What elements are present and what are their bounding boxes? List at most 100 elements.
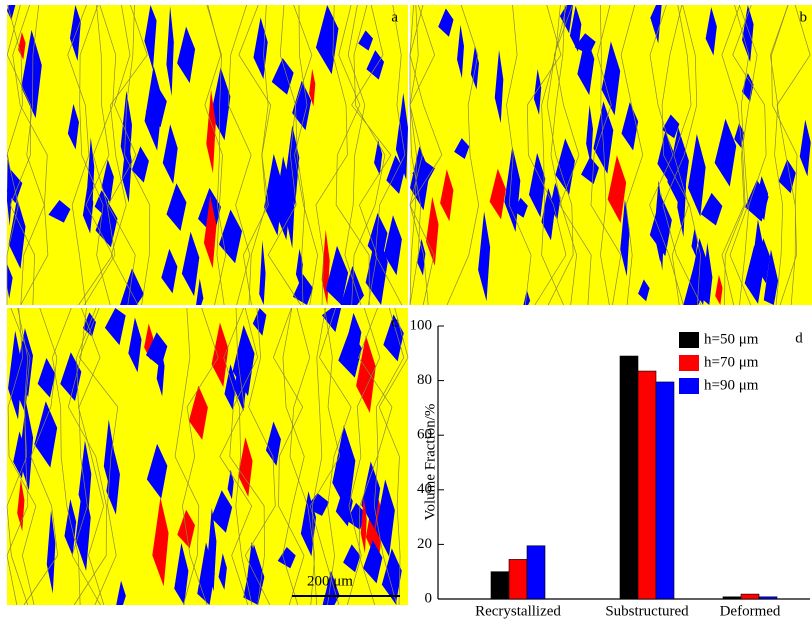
legend-label: h=90 μm [704,377,759,393]
grain-boundary [79,4,111,306]
grain-boundary [541,4,564,306]
grain-boundary [78,4,114,306]
phase-region [381,548,402,605]
phase-region [715,274,723,305]
phase-region [440,169,454,222]
phase-region [7,169,23,204]
phase-region [478,211,491,302]
grain-boundary [174,307,200,606]
grain-boundary [771,4,798,306]
y-tick-label: 40 [417,481,432,497]
phase-region [426,196,439,266]
grain-boundary [553,4,592,306]
grain-boundary [84,4,117,306]
phase-region [128,317,142,373]
phase-region [166,6,174,96]
micrographs [6,4,812,606]
grain-boundary [661,4,701,306]
grain-boundary [351,4,392,306]
grain-boundary [729,4,752,306]
phase-region [528,152,546,218]
phase-region [763,249,779,305]
phase-region [412,160,435,181]
grain-boundary [721,4,758,306]
phase-region [607,155,627,224]
phase-region [78,440,92,524]
grain-boundary [248,4,269,306]
phase-region [533,69,542,115]
grain-boundary [315,4,348,306]
legend-swatch [679,332,699,348]
grain-boundary [76,307,105,606]
grain-boundary [599,4,610,306]
grain-boundary [244,307,276,606]
phase-region [69,5,81,62]
phase-region [574,33,596,55]
y-tick-label: 20 [417,536,432,552]
grain-boundary [358,307,393,606]
phase-region [638,279,650,302]
grain-boundary [312,307,327,606]
phase-region [146,443,168,499]
grain-boundary [351,4,386,306]
phase-region [494,50,504,124]
phase-region [438,8,454,37]
grain-boundary [309,307,341,606]
phase-region [60,352,82,401]
phase-region [309,68,316,107]
grain-boundary [378,307,409,606]
phase-region [144,5,157,70]
phase-region [343,544,361,573]
bar [508,559,528,600]
phase-region [338,328,362,378]
phase-region [292,80,312,131]
map-background [7,5,408,305]
phase-region [325,245,349,305]
grain-boundary [206,4,227,306]
phase-region [550,182,561,220]
phase-region [122,132,132,203]
grain-boundary [293,4,313,306]
phase-region [161,248,178,294]
grain-boundary [6,4,23,305]
phase-region [687,134,706,217]
grain-boundary [769,4,789,306]
legend-label: h=70 μm [704,354,759,370]
bar [637,370,657,600]
grain-boundary [546,4,574,306]
grain-boundary [319,307,352,606]
grain-boundary [23,307,59,606]
phase-region [285,125,300,207]
phase-region [8,198,26,269]
bar [526,545,546,600]
phase-region [346,502,366,530]
phase-region [383,314,404,362]
phase-region [335,484,353,527]
grain-boundary [344,4,366,306]
phase-region [315,5,339,75]
phase-region [181,231,200,297]
phase-region [356,335,376,413]
grain-boundary [289,307,316,606]
y-tick-label: 100 [410,317,433,333]
y-tick-label: 80 [417,372,432,388]
phase-region [196,278,204,305]
grain-boundary [446,4,480,306]
grain-boundary [776,4,811,306]
phase-region [259,240,266,305]
legend-label: h=50 μm [704,331,759,347]
phase-region [232,325,255,397]
grain-boundary [52,307,81,606]
grain-boundary [409,4,421,306]
phase-region [104,308,126,346]
x-tick-label: Recrystallized [475,603,561,619]
grain-boundary [671,4,692,306]
y-axis-label: Volume Fraction/% [422,404,438,521]
panel-label: c [391,314,398,330]
phase-region [569,5,582,52]
grain-boundary [620,4,644,306]
phase-region [211,490,233,533]
phase-region [188,385,208,440]
panel-label: a [391,9,398,25]
phase-region [367,212,388,264]
